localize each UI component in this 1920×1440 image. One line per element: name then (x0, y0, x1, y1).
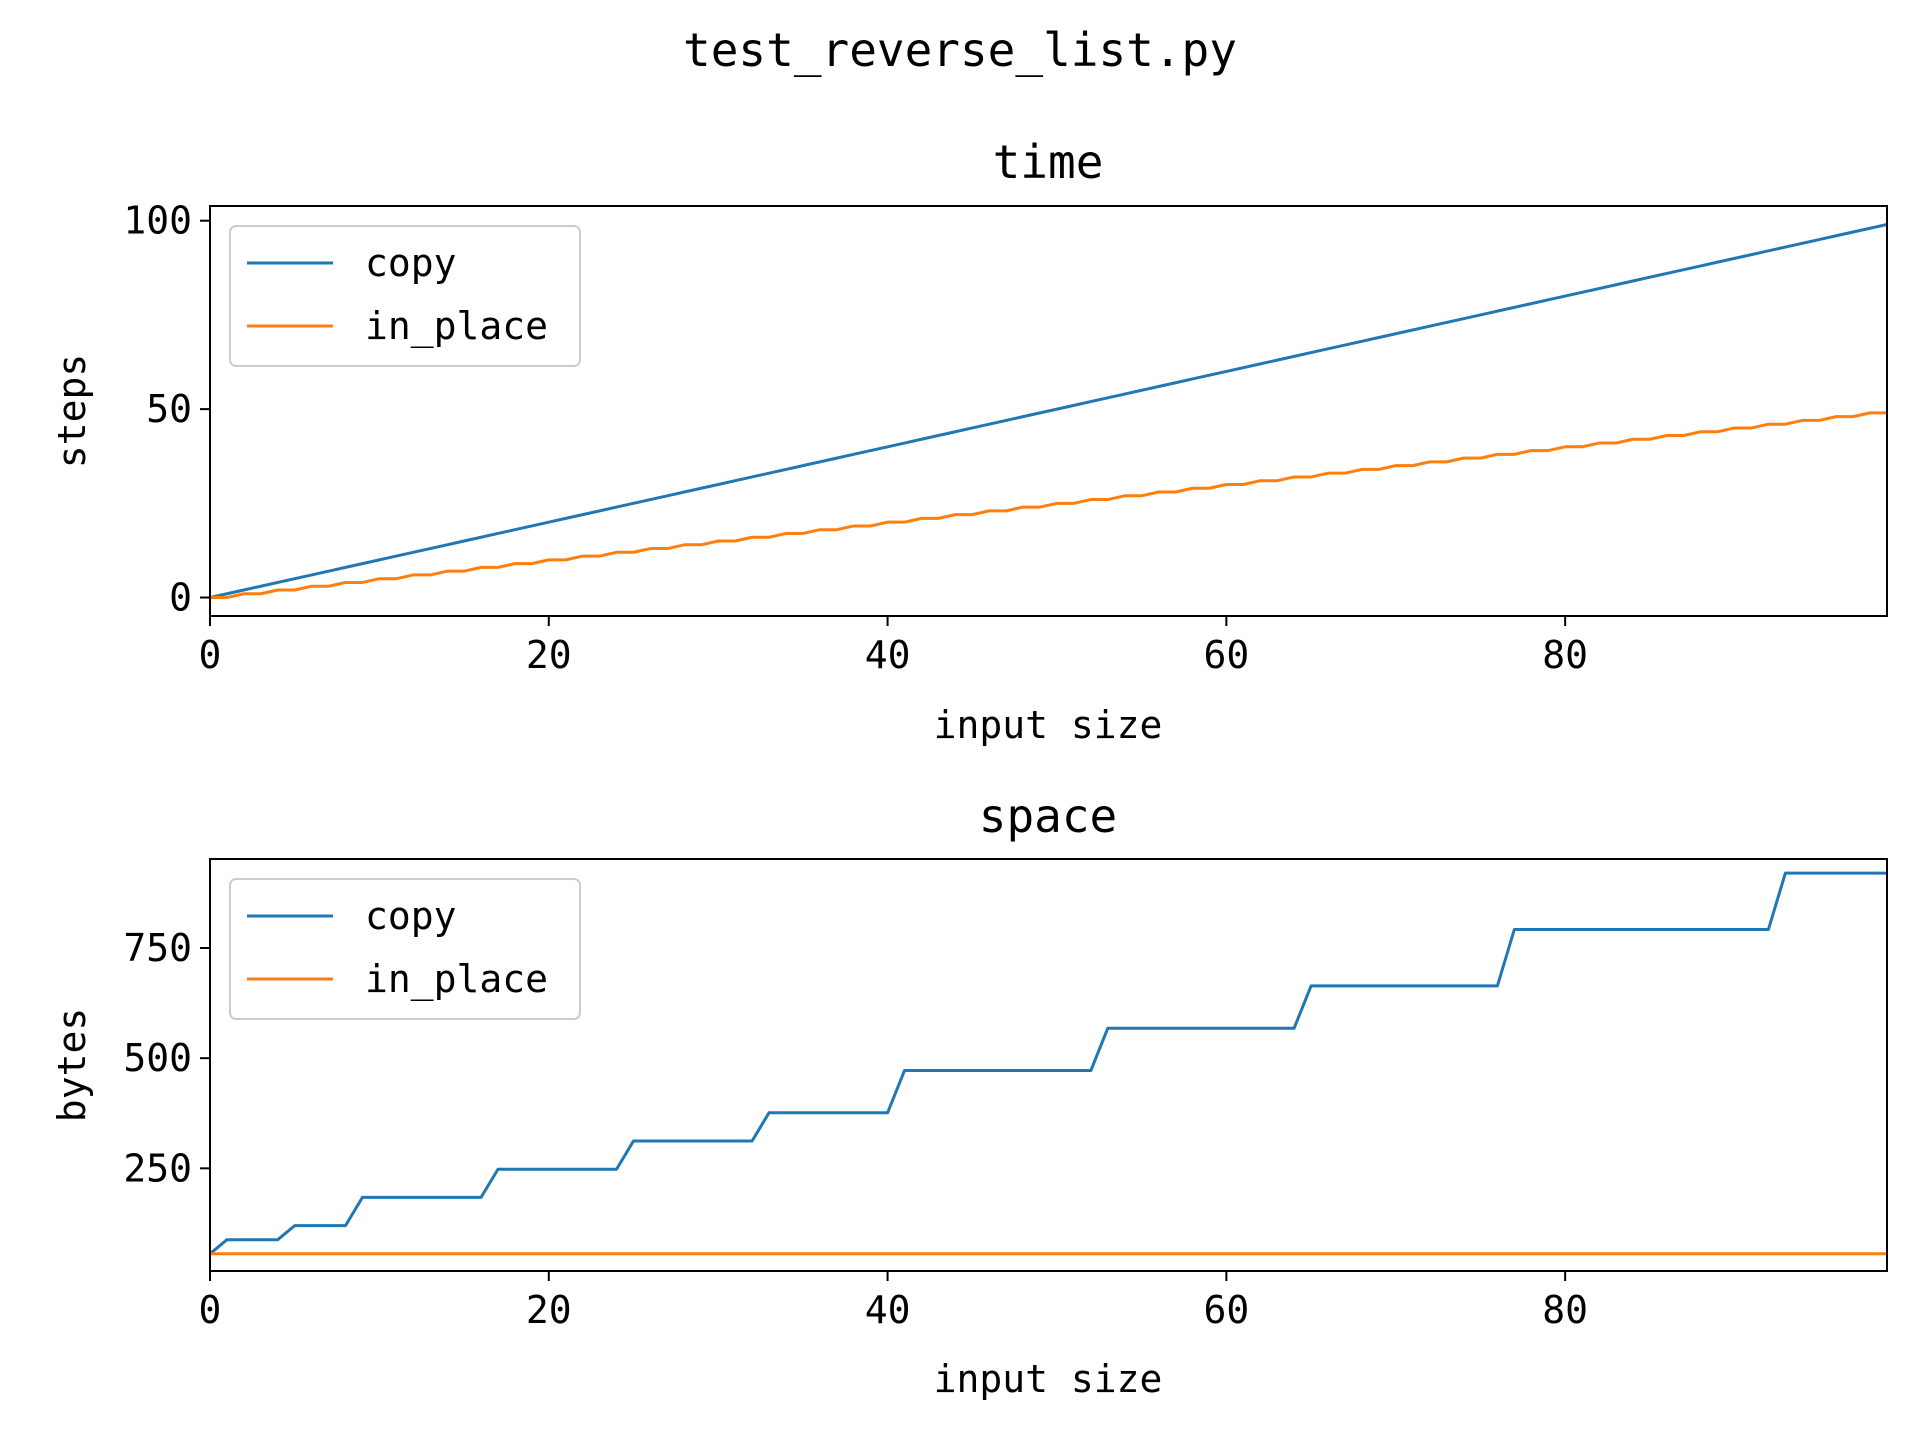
space-y-tick-label-250: 250 (123, 1146, 192, 1190)
space-legend-label-copy: copy (365, 894, 457, 938)
space-y-axis-label: bytes (50, 1008, 94, 1122)
time-subplot: time 0 20 40 60 80 0 50 100 input size steps co… (50, 135, 1888, 747)
time-y-tick-label-100: 100 (123, 199, 192, 243)
space-subplot: space 0 20 40 60 80 250 500 750 input size byte… (50, 789, 1888, 1401)
time-y-tick-label-50: 50 (146, 387, 192, 431)
time-legend-box (229, 225, 581, 367)
time-x-axis-label: input size (934, 703, 1163, 747)
space-axes-frame (209, 858, 1888, 1272)
space-ticks: 0 20 40 60 80 250 500 750 (123, 926, 1588, 1332)
space-x-axis-label: input size (934, 1357, 1163, 1401)
time-x-tick-label-80: 80 (1542, 633, 1588, 677)
space-x-tick-label-20: 20 (526, 1288, 572, 1332)
time-x-tick-label-60: 60 (1203, 633, 1249, 677)
figure-title: test_reverse_list.py (683, 23, 1237, 77)
space-plot-area (210, 871, 1887, 1256)
time-x-tick-label-40: 40 (865, 633, 911, 677)
time-x-tick-label-20: 20 (526, 633, 572, 677)
space-x-tick-label-0: 0 (199, 1288, 222, 1332)
time-axes-frame (209, 205, 1888, 617)
time-ticks: 0 20 40 60 80 0 50 100 (123, 199, 1588, 677)
space-series-copy-line (210, 871, 1887, 1255)
space-legend-box (229, 878, 581, 1020)
time-legend-label-in-place: in_place (365, 304, 548, 349)
space-legend: copy in_place (229, 878, 581, 1020)
time-subplot-title: time (993, 135, 1104, 189)
space-x-tick-label-40: 40 (865, 1288, 911, 1332)
space-x-tick-label-60: 60 (1203, 1288, 1249, 1332)
time-legend: copy in_place (229, 225, 581, 367)
time-legend-label-copy: copy (365, 241, 457, 285)
time-y-axis-label: steps (50, 354, 94, 468)
space-subplot-title: space (979, 789, 1117, 843)
space-x-tick-label-80: 80 (1542, 1288, 1588, 1332)
time-y-tick-label-0: 0 (169, 576, 192, 620)
space-legend-label-in-place: in_place (365, 957, 548, 1002)
time-series-in-place-line (210, 411, 1887, 600)
space-y-tick-label-750: 750 (123, 926, 192, 970)
time-x-tick-label-0: 0 (199, 633, 222, 677)
time-series-copy-line (210, 223, 1887, 599)
space-y-tick-label-500: 500 (123, 1036, 192, 1080)
time-plot-area (210, 223, 1887, 600)
